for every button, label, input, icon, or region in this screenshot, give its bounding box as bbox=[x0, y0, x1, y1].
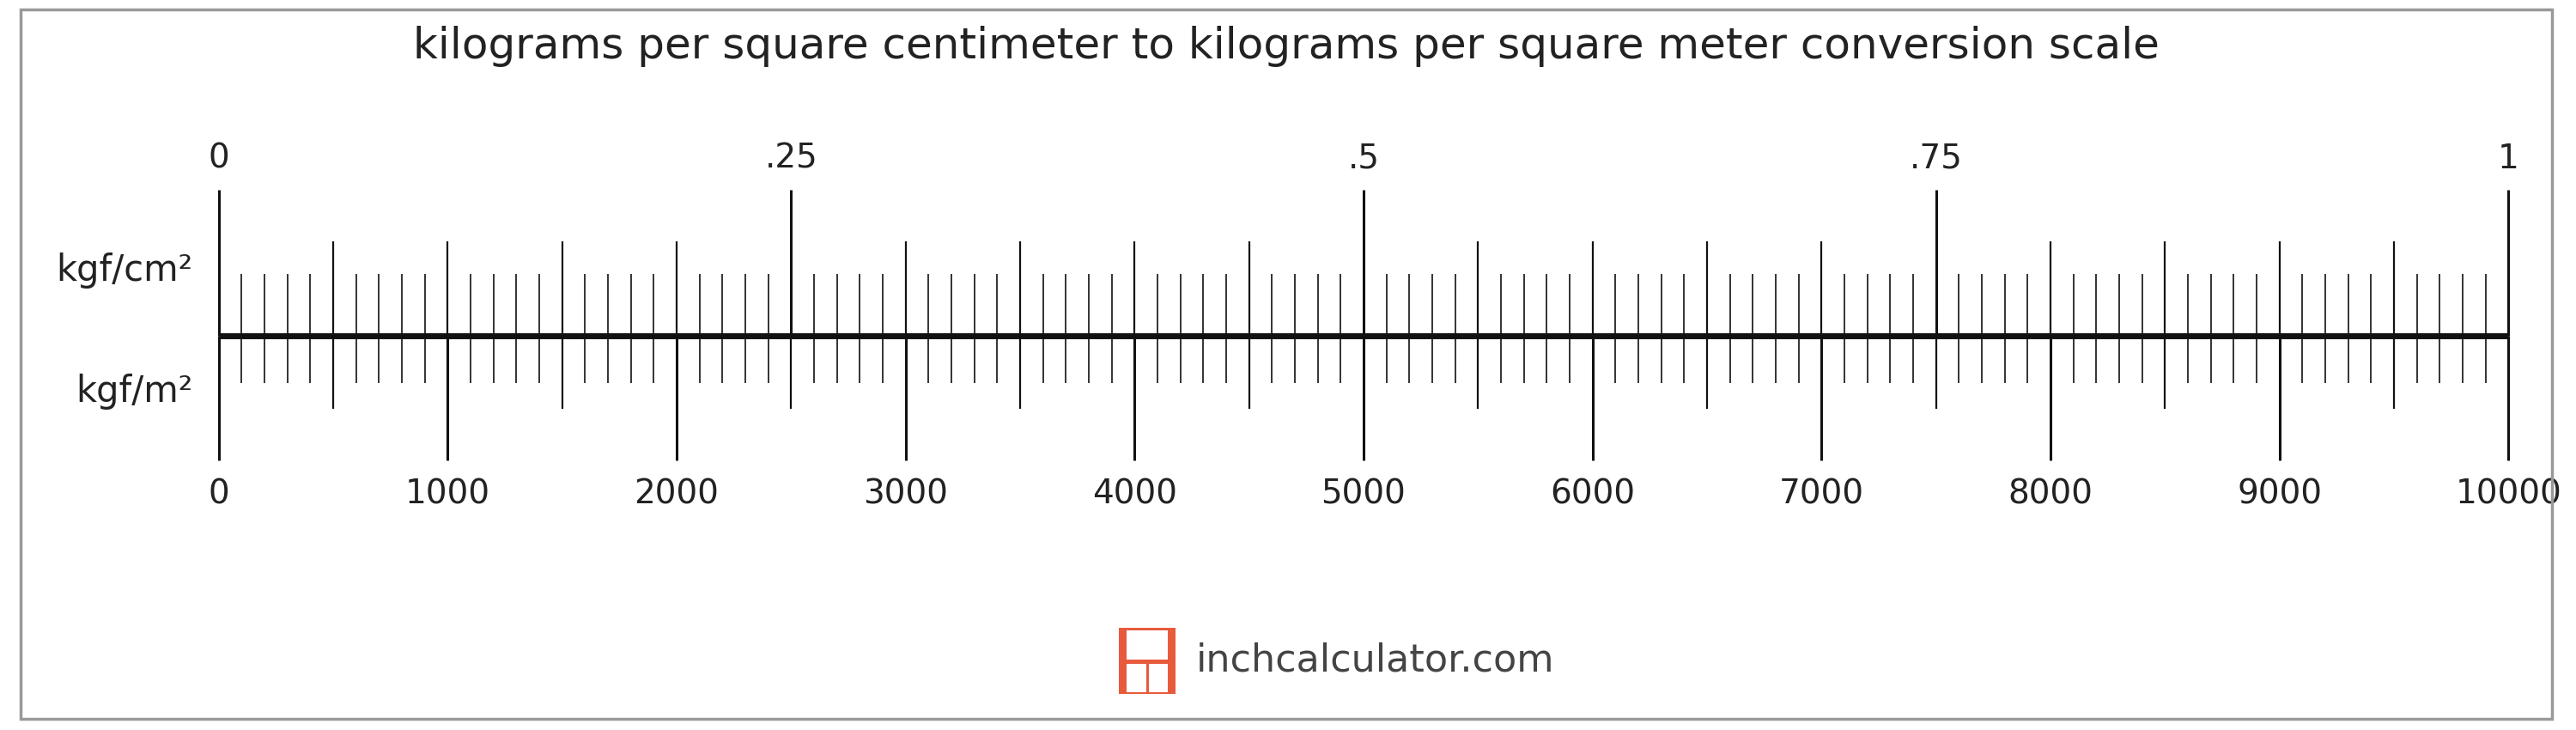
Text: .75: .75 bbox=[1909, 142, 1963, 175]
Text: 4000: 4000 bbox=[1092, 478, 1177, 511]
Text: 8000: 8000 bbox=[2007, 478, 2092, 511]
Text: inchcalculator.com: inchcalculator.com bbox=[1195, 642, 1556, 679]
FancyBboxPatch shape bbox=[1126, 664, 1146, 692]
Text: 6000: 6000 bbox=[1551, 478, 1636, 511]
Text: kilograms per square centimeter to kilograms per square meter conversion scale: kilograms per square centimeter to kilog… bbox=[412, 26, 2159, 66]
Text: 2000: 2000 bbox=[634, 478, 719, 511]
Text: 1: 1 bbox=[2499, 142, 2519, 175]
Text: kgf/m²: kgf/m² bbox=[75, 374, 193, 410]
Text: 10000: 10000 bbox=[2455, 478, 2561, 511]
Text: 0: 0 bbox=[209, 478, 229, 511]
Text: 5000: 5000 bbox=[1321, 478, 1406, 511]
Text: 1000: 1000 bbox=[404, 478, 489, 511]
FancyBboxPatch shape bbox=[1118, 628, 1175, 694]
Text: 0: 0 bbox=[209, 142, 229, 175]
FancyBboxPatch shape bbox=[1126, 631, 1167, 659]
FancyBboxPatch shape bbox=[1149, 664, 1167, 692]
Text: 7000: 7000 bbox=[1780, 478, 1865, 511]
Text: 3000: 3000 bbox=[863, 478, 948, 511]
Text: .25: .25 bbox=[765, 142, 817, 175]
Text: .5: .5 bbox=[1347, 142, 1378, 175]
Text: kgf/cm²: kgf/cm² bbox=[57, 252, 193, 288]
Text: 9000: 9000 bbox=[2236, 478, 2321, 511]
